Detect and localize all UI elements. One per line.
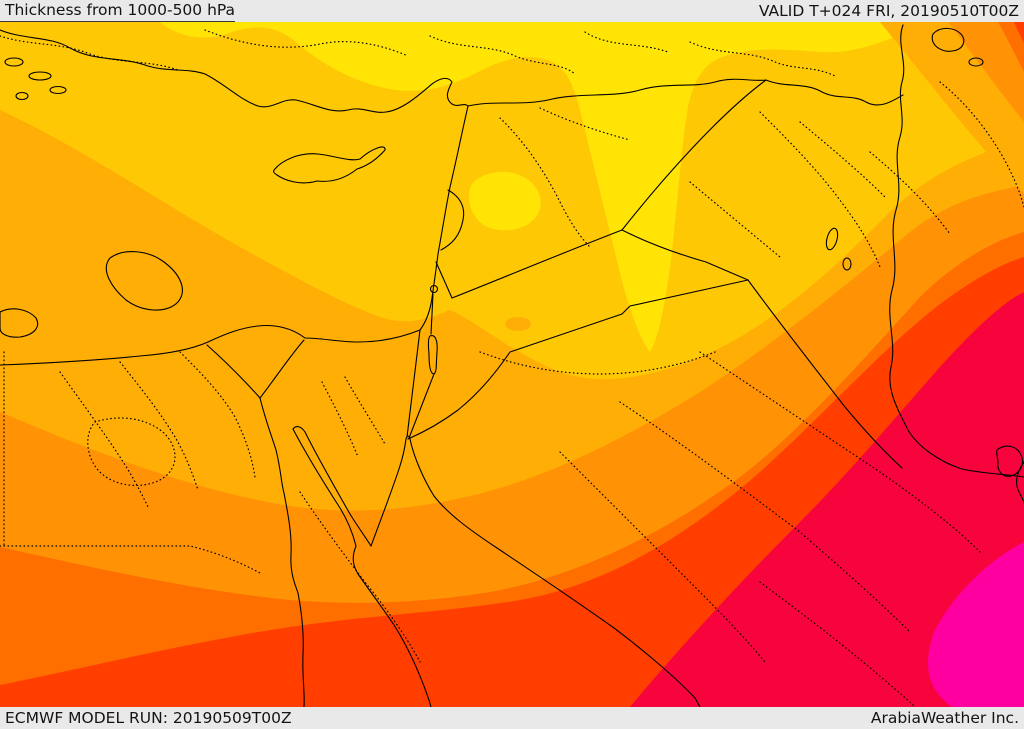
footer-bar: ECMWF MODEL RUN: 20190509T00Z ArabiaWeat… [0, 707, 1024, 729]
band-corner-orange [948, 22, 1024, 122]
island-rhodes [105, 251, 183, 311]
border-turkey-syria-iraq [467, 78, 904, 107]
river-nile [259, 397, 305, 707]
admin-turkey-1 [204, 29, 409, 57]
admin-iraq-2 [799, 121, 886, 198]
admin-egypt-2 [119, 361, 199, 491]
band-yellow-lebanon-blob [468, 171, 541, 231]
coast-saudi-red-sea [409, 438, 701, 707]
thickness-map-svg [0, 22, 1024, 707]
coast-sinai-west [304, 431, 372, 547]
admin-boundaries [0, 29, 1024, 707]
island-aegean-3 [15, 91, 29, 101]
coast-aqaba-west [370, 438, 407, 547]
admin-turkey-4 [689, 41, 836, 77]
border-iraq-saudi [747, 279, 903, 469]
admin-turkey-3 [584, 31, 669, 53]
lake-urmia-edge [968, 57, 984, 67]
coast-turkey-levant-egypt [0, 73, 469, 366]
admin-turkey-2 [429, 35, 576, 75]
admin-egypt-1 [179, 351, 256, 478]
admin-saudi-1 [619, 401, 911, 633]
lake-van [931, 27, 965, 52]
map-canvas [0, 22, 1024, 707]
nile-delta-east-branch [259, 339, 305, 399]
admin-saudi-2 [699, 351, 981, 553]
coast-kuwait-bay [996, 445, 1024, 477]
band-magenta [928, 542, 1024, 707]
admin-egypt-redsea [299, 491, 421, 663]
border-syria-iraq [621, 79, 767, 231]
coast-persian-gulf [1015, 461, 1024, 504]
admin-egypt-3 [59, 371, 149, 508]
coastlines [0, 27, 1024, 707]
model-run-label: ECMWF MODEL RUN: 20190509T00Z [5, 708, 292, 727]
page-title: Thickness from 1000-500 hPa [0, 0, 236, 22]
admin-aegean-maritime [0, 35, 179, 71]
valid-time-label: VALID T+024 FRI, 20190510T00Z [758, 1, 1019, 20]
admin-syria-2 [539, 107, 631, 141]
border-syria-jordan [451, 229, 623, 299]
admin-iran-1 [939, 81, 1024, 208]
admin-egypt-sudan [0, 545, 263, 575]
island-crete-tip [0, 308, 39, 338]
border-israel-egypt [406, 329, 421, 438]
river-jordan [430, 293, 434, 335]
island-aegean-1 [4, 57, 24, 67]
nile-delta-west-branch [206, 344, 261, 399]
admin-iran-2 [869, 151, 951, 235]
coast-cyprus [273, 146, 386, 184]
admin-saudi-5 [479, 351, 716, 375]
coast-aegean [0, 29, 206, 75]
border-jordan-saudi-zigzag [407, 279, 749, 440]
band-amber-jordan-blob [505, 317, 531, 331]
lake-habbaniyah [842, 257, 852, 271]
border-israel-jordan-arava [408, 373, 435, 439]
admin-saudi-3 [759, 581, 916, 707]
border-golan [435, 261, 453, 299]
country-borders [406, 24, 1024, 478]
border-lebanon [440, 189, 465, 251]
admin-sinai-1 [321, 381, 359, 458]
admin-egypt-oasis-loop [87, 417, 176, 487]
coast-gulf-suez-west [292, 428, 432, 707]
lake-galilee [429, 284, 439, 294]
band-corner-vermilion [1014, 22, 1024, 43]
border-jordan-iraq [621, 229, 749, 281]
admin-saudi-4 [559, 451, 766, 663]
band-crimson [630, 292, 1024, 707]
header-bar: Thickness from 1000-500 hPa VALID T+024 … [0, 0, 1024, 22]
admin-iraq-3 [689, 181, 781, 258]
lake-tharthar [825, 227, 839, 251]
border-iran [889, 24, 1024, 478]
band-corner-deep-orange [998, 22, 1024, 72]
island-aegean-4 [49, 85, 67, 95]
brand-label: ArabiaWeather Inc. [870, 708, 1019, 727]
thickness-bands [0, 22, 1024, 707]
island-aegean-2 [28, 71, 52, 81]
coast-suez-head [292, 426, 306, 433]
